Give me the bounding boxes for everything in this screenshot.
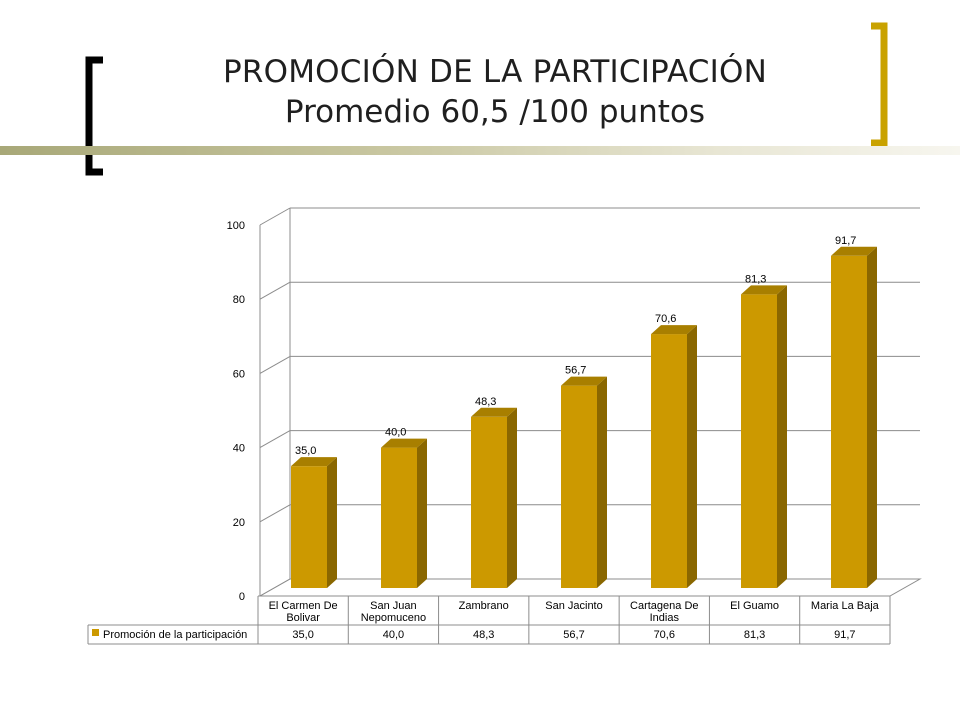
bar xyxy=(291,466,327,588)
x-tick-label: San Jacinto xyxy=(545,600,602,612)
bar xyxy=(741,294,777,588)
y-tick-label: 80 xyxy=(233,294,245,306)
bar-top xyxy=(291,457,337,467)
table-value: 91,7 xyxy=(834,629,855,641)
bar-side xyxy=(777,285,787,588)
bar xyxy=(561,385,597,588)
data-labels: 35,0 40,0 48,3 56,7 70,6 81,3 91,7 xyxy=(295,235,856,457)
title-line-1: PROMOCIÓN DE LA PARTICIPACIÓN xyxy=(223,54,767,90)
gridline-depth xyxy=(259,355,291,374)
bar-side xyxy=(687,325,697,588)
bar-side xyxy=(507,407,517,588)
bar xyxy=(831,255,867,588)
x-tick-label: Zambrano xyxy=(459,600,509,612)
bar-top xyxy=(831,246,877,256)
x-tick-label: Maria La Baja xyxy=(811,600,880,612)
bar-top xyxy=(561,376,607,386)
data-label: 81,3 xyxy=(745,273,766,285)
gridline-depth xyxy=(259,207,291,226)
table-value: 70,6 xyxy=(654,629,675,641)
x-tick-label: Cartagena De Indias xyxy=(630,600,699,624)
bar-side xyxy=(327,457,337,588)
x-tick-label: El Guamo xyxy=(730,600,779,612)
gridline-depth xyxy=(259,430,291,449)
bar xyxy=(381,447,417,588)
y-tick-label: 60 xyxy=(233,368,245,380)
bar xyxy=(651,334,687,588)
bar-side xyxy=(867,246,877,588)
bars xyxy=(291,246,877,588)
bar-top xyxy=(741,285,787,295)
y-tick-label: 0 xyxy=(239,591,245,603)
bar-top xyxy=(471,407,517,417)
table-value: 48,3 xyxy=(473,629,494,641)
data-label: 48,3 xyxy=(475,396,496,408)
data-label: 70,6 xyxy=(655,313,676,325)
x-tick-label: San Juan Nepomuceno xyxy=(361,600,426,624)
data-table: El Carmen De Bolivar 35,0 San Juan Nepomucen… xyxy=(87,595,891,645)
table-value: 56,7 xyxy=(563,629,584,641)
x-tick-label: El Carmen De Bolivar xyxy=(269,600,338,624)
decorative-rule xyxy=(0,146,960,155)
legend-swatch xyxy=(92,629,99,636)
bar xyxy=(471,416,507,588)
title-line-2: Promedio 60,5 /100 puntos xyxy=(284,94,706,130)
bar-side xyxy=(417,438,427,588)
gridline-depth xyxy=(259,281,291,300)
slide-title: PROMOCIÓN DE LA PARTICIPACIÓN Promedio 6… xyxy=(0,52,960,132)
bar-top xyxy=(381,438,427,448)
table-value: 35,0 xyxy=(292,629,313,641)
bar-side xyxy=(597,376,607,588)
bar-top xyxy=(651,325,697,335)
table-value: 40,0 xyxy=(383,629,404,641)
data-label: 91,7 xyxy=(835,235,856,247)
y-tick-label: 20 xyxy=(233,517,245,529)
data-label: 35,0 xyxy=(295,445,316,457)
y-tick-label: 40 xyxy=(233,443,245,455)
data-label: 56,7 xyxy=(565,365,586,377)
table-value: 81,3 xyxy=(744,629,765,641)
legend-label: Promoción de la participación xyxy=(103,629,247,641)
y-tick-label: 100 xyxy=(227,220,245,232)
gridline-depth xyxy=(259,504,291,523)
data-label: 40,0 xyxy=(385,427,406,439)
